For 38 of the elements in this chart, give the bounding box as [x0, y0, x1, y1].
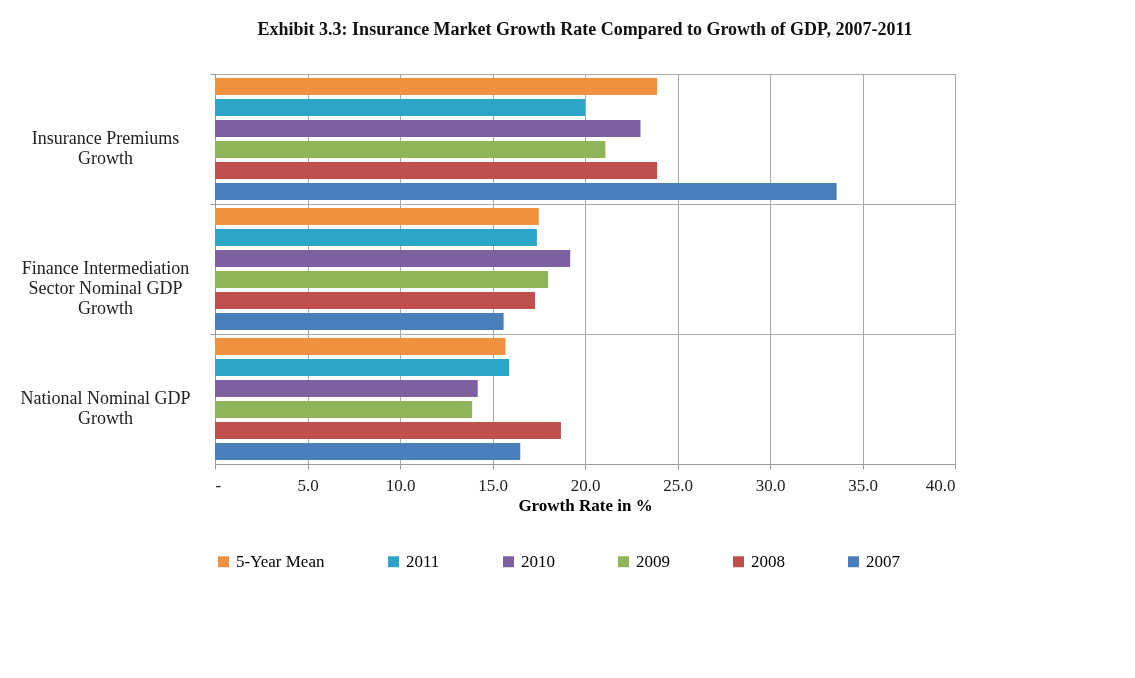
x-tick-label: - [215, 475, 222, 495]
x-tick-label: 10.0 [385, 475, 416, 495]
bar [215, 78, 658, 96]
x-tick-label: 30.0 [755, 475, 786, 495]
x-axis-title: Growth Rate in % [518, 495, 653, 515]
x-tick-label: 25.0 [663, 475, 693, 495]
bar [215, 99, 585, 117]
legend-label: 5-Year Mean [236, 551, 325, 571]
bar [215, 421, 561, 439]
legend-label: 2008 [751, 551, 785, 571]
x-tick-label: 5.0 [297, 475, 319, 495]
bar [215, 312, 504, 330]
x-tick-label: 20.0 [570, 475, 601, 495]
legend-label: 2009 [636, 551, 670, 571]
x-tick-label: 35.0 [848, 475, 878, 495]
bar [215, 250, 571, 268]
x-tick-label: 15.0 [478, 475, 508, 495]
legend-label: 2010 [521, 551, 555, 571]
legend-label: 2007 [866, 551, 901, 571]
bar [215, 270, 548, 288]
chart-title: Exhibit 3.3: Insurance Market Growth Rate Compared to Growth of GDP, 2007-2011 [257, 18, 913, 39]
bar [215, 182, 837, 200]
bar [215, 120, 641, 138]
bar [215, 161, 658, 179]
bar [215, 229, 537, 247]
legend-label: 2011 [406, 551, 440, 571]
bar [215, 442, 521, 460]
y-tick-label: Insurance Premiums Growth [31, 128, 180, 168]
x-tick-label: 40.0 [925, 475, 956, 495]
y-tick-label: National Nominal GDP Growth [20, 388, 191, 428]
bar [215, 380, 478, 398]
bar [215, 208, 539, 226]
bar [215, 140, 606, 158]
y-tick-label: Finance Intermediation Sector Nominal GDP Growth [21, 258, 190, 318]
bar [215, 359, 510, 377]
bar [215, 400, 473, 418]
bar [215, 291, 536, 309]
bar [215, 338, 506, 356]
